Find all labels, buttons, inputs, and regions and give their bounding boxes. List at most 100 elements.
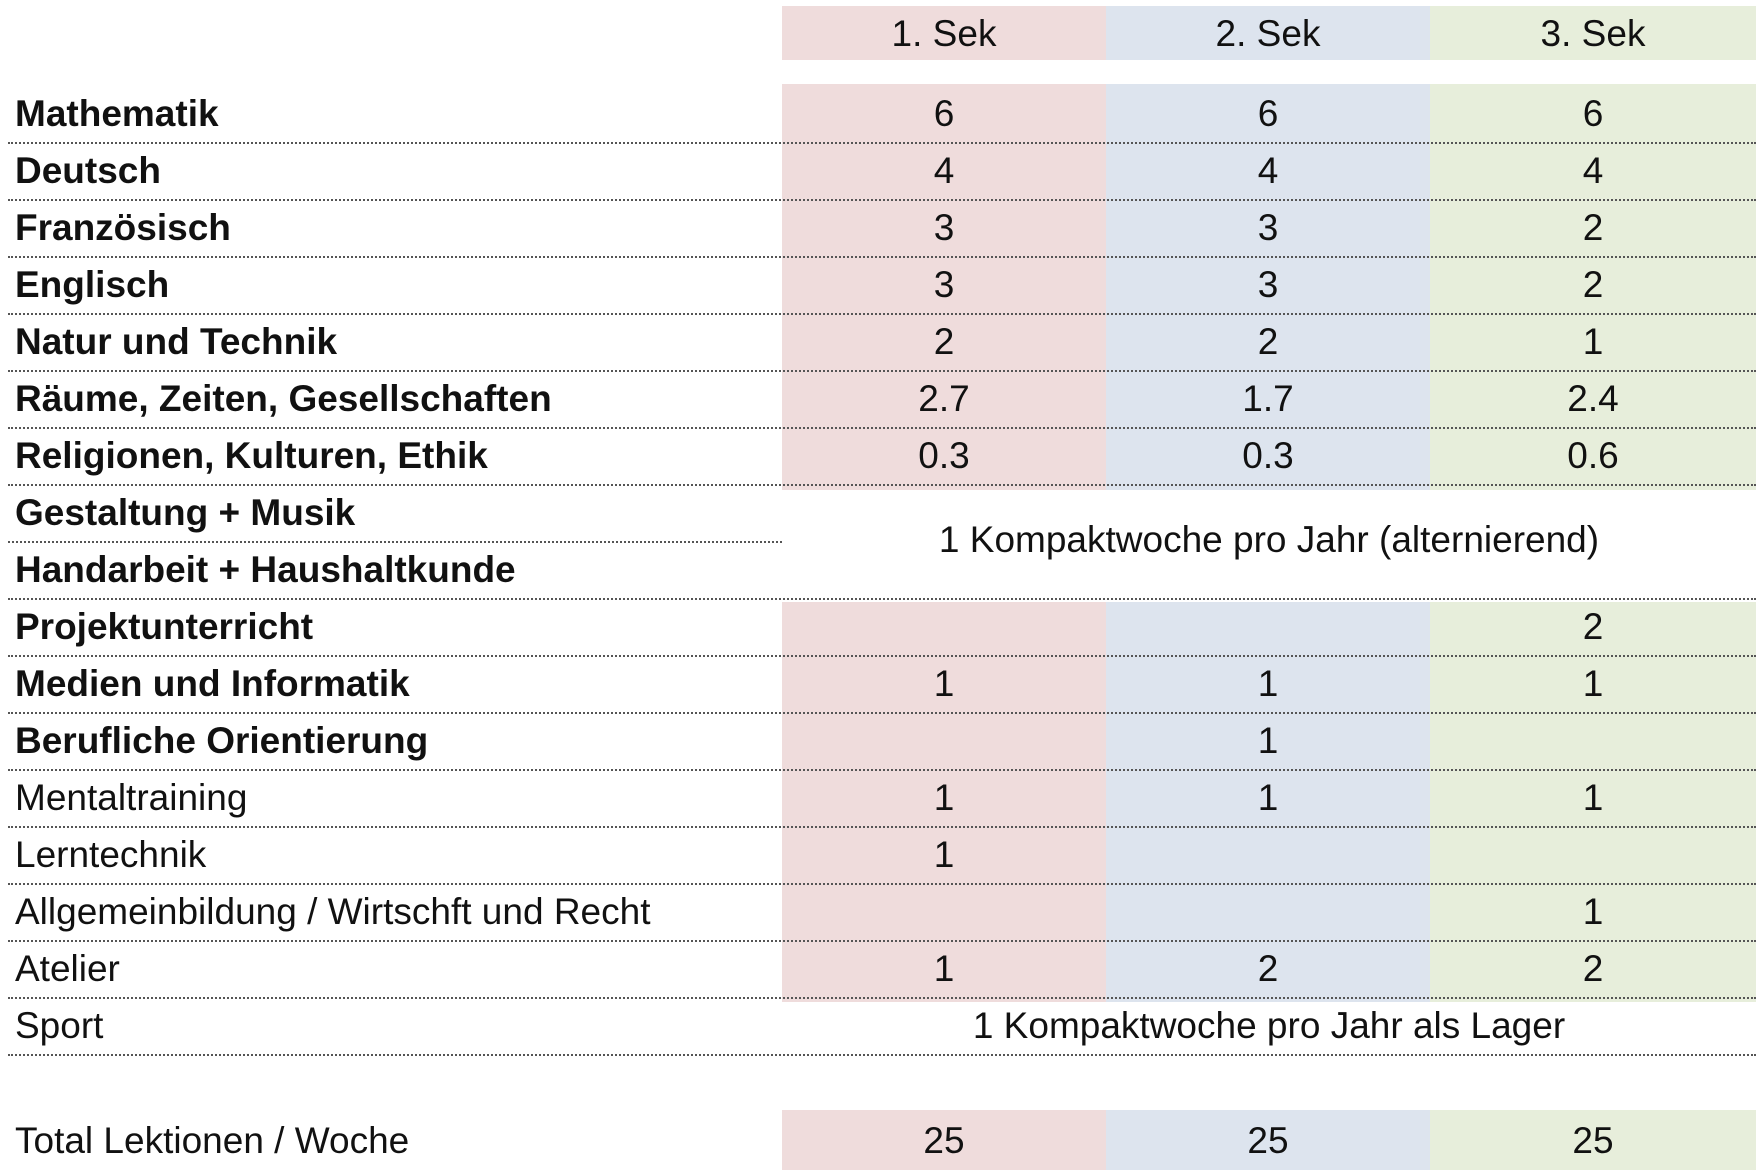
row-label: Mathematik [15,93,219,134]
cell-2-sek: 1.7 [1242,378,1294,419]
table-row: Projektunterricht 2 [0,597,1756,654]
cell-1-sek: 2 [933,321,955,362]
cell-1-sek: 1 [933,663,955,704]
cell-3-sek: 6 [1582,93,1604,134]
table-row: Gestaltung + Musik [0,483,1756,540]
row-separator [8,370,1756,372]
cell-2-sek: 1 [1257,663,1279,704]
table-row: Mathematik 6 6 6 [0,84,1756,141]
cell-1-sek: 3 [933,264,955,305]
cell-1-sek: 1 [933,834,955,875]
row-label: Englisch [15,264,170,305]
row-label: Atelier [15,948,120,989]
row-separator [8,826,1756,828]
row-separator [8,142,1756,144]
row-separator [8,655,1756,657]
header-1-sek: 1. Sek [891,13,997,54]
cell-2-sek: 1 [1257,720,1279,761]
cell-1-sek: 6 [933,93,955,134]
row-label: Mentaltraining [15,777,248,818]
row-separator [8,997,1756,999]
cell-2-sek [1106,825,1430,882]
cell-3-sek: 2 [1582,606,1604,647]
table-row: Mentaltraining 1 1 1 [0,768,1756,825]
cell-1-sek [782,882,1106,939]
row-label: Gestaltung + Musik [15,492,356,533]
cell-2-sek: 0.3 [1242,435,1294,476]
total-label: Total Lektionen / Woche [15,1120,410,1161]
cell-3-sek [1430,711,1756,768]
table-row: Sport [0,996,1756,1053]
header-2-sek: 2. Sek [1215,13,1321,54]
table-row: Natur und Technik 2 2 1 [0,312,1756,369]
cell-2-sek: 3 [1257,207,1279,248]
row-label: Handarbeit + Haushaltkunde [15,549,516,590]
sport-band [782,1003,1756,1060]
total-2-sek: 25 [1247,1120,1289,1161]
row-separator [8,313,1756,315]
row-separator [8,1054,1756,1056]
total-1-sek: 25 [923,1120,965,1161]
cell-1-sek [782,711,1106,768]
cell-3-sek: 0.6 [1567,435,1619,476]
cell-3-sek [1430,825,1756,882]
cell-3-sek: 2 [1582,207,1604,248]
col-2-header-bg [1106,6,1430,60]
total-3-sek: 25 [1572,1120,1614,1161]
kompaktwoche-note: 1 Kompaktwoche pro Jahr (alternierend) [938,519,1600,560]
row-separator [8,541,782,543]
row-separator [8,940,1756,942]
cell-2-sek [1106,597,1430,654]
cell-3-sek: 1 [1582,777,1604,818]
row-label: Allgemeinbildung / Wirtschft und Recht [15,891,651,932]
table-row: Französisch 3 3 2 [0,198,1756,255]
cell-2-sek: 2 [1257,948,1279,989]
col-3-total-bg [1430,1110,1756,1170]
row-separator [8,199,1756,201]
cell-2-sek: 4 [1257,150,1279,191]
col-3-header-bg [1430,6,1756,60]
col-1-total-bg [782,1110,1106,1170]
cell-2-sek: 6 [1257,93,1279,134]
col-2-total-bg [1106,1110,1430,1170]
table-row: Berufliche Orientierung 1 [0,711,1756,768]
row-separator [8,712,1756,714]
cell-1-sek [782,597,1106,654]
cell-3-sek: 1 [1582,663,1604,704]
cell-3-sek: 4 [1582,150,1604,191]
row-separator [8,598,1756,600]
cell-2-sek: 3 [1257,264,1279,305]
cell-1-sek: 4 [933,150,955,191]
cell-2-sek: 1 [1257,777,1279,818]
cell-1-sek: 1 [933,948,955,989]
table-row: Religionen, Kulturen, Ethik 0.3 0.3 0.6 [0,426,1756,483]
cell-3-sek: 2 [1582,948,1604,989]
row-label: Deutsch [15,150,161,191]
cell-1-sek: 2.7 [918,378,970,419]
row-label: Französisch [15,207,231,248]
cell-3-sek: 1 [1582,321,1604,362]
kompaktwoche-band [782,490,1756,602]
row-label: Medien und Informatik [15,663,410,704]
table-row: Handarbeit + Haushaltkunde [0,540,1756,597]
row-label: Religionen, Kulturen, Ethik [15,435,488,476]
col-1-header-bg [782,6,1106,60]
row-label: Natur und Technik [15,321,338,362]
header-3-sek: 3. Sek [1540,13,1646,54]
cell-3-sek: 2 [1582,264,1604,305]
table-row: Englisch 3 3 2 [0,255,1756,312]
cell-1-sek: 3 [933,207,955,248]
row-separator [8,484,1756,486]
table-row: Räume, Zeiten, Gesellschaften 2.7 1.7 2.… [0,369,1756,426]
table-row: Allgemeinbildung / Wirtschft und Recht 1 [0,882,1756,939]
sport-note: 1 Kompaktwoche pro Jahr als Lager [972,1005,1566,1046]
row-label: Räume, Zeiten, Gesellschaften [15,378,552,419]
cell-2-sek [1106,882,1430,939]
row-label: Sport [15,1005,104,1046]
row-label: Lerntechnik [15,834,207,875]
table-row: Atelier 1 2 2 [0,939,1756,996]
total-row: Total Lektionen / Woche 25 25 25 [0,1110,1756,1170]
row-separator [8,883,1756,885]
cell-2-sek: 2 [1257,321,1279,362]
